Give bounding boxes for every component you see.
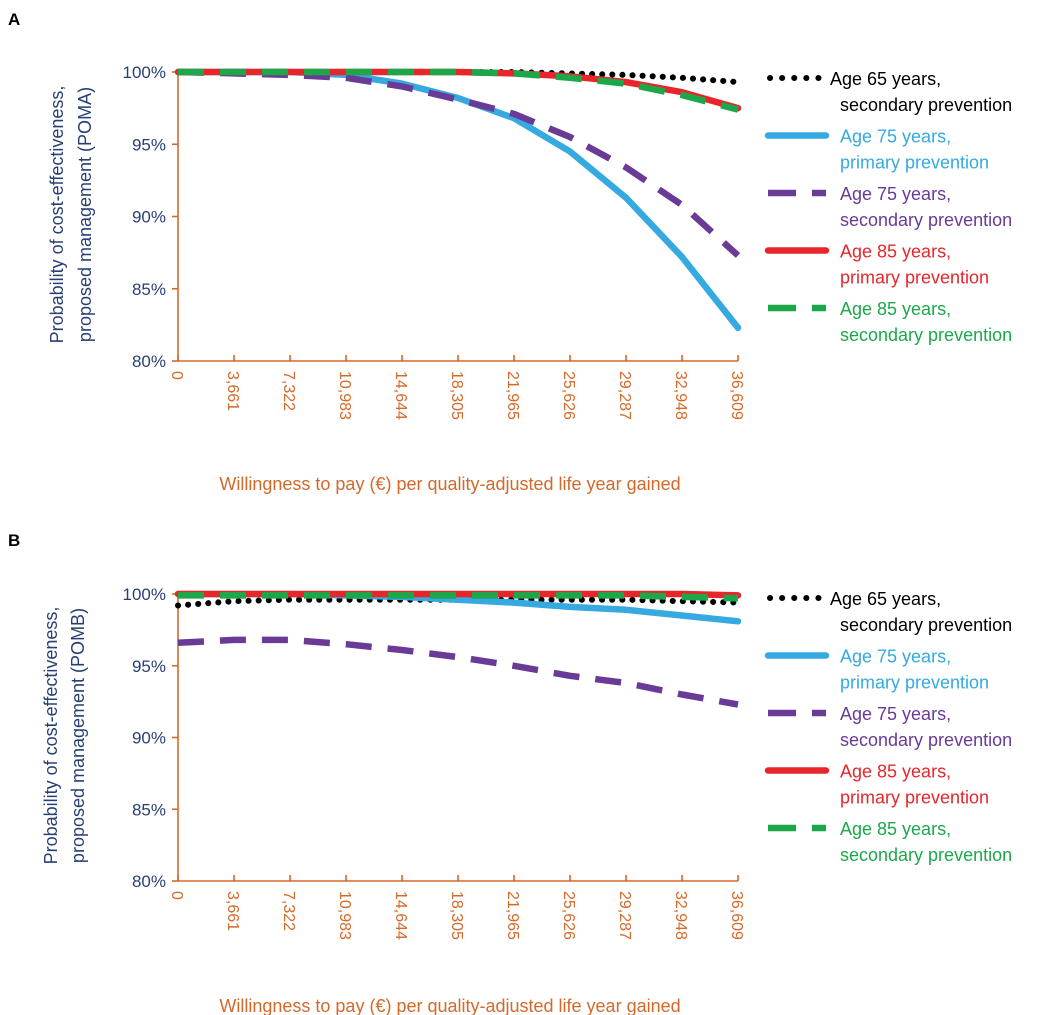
- x-tick-label: 3,661: [224, 371, 241, 411]
- legend-label: Age 65 years,: [830, 69, 941, 89]
- x-tick-label: 25,626: [560, 891, 577, 940]
- x-axis-title: Willingness to pay (€) per quality-adjus…: [219, 474, 680, 494]
- legend-label: Age 65 years,: [830, 589, 941, 609]
- panel-label: A: [8, 10, 20, 29]
- legend-label: Age 75 years,: [840, 127, 951, 147]
- y-tick-label: 80%: [132, 872, 166, 891]
- x-tick-label: 21,965: [504, 371, 521, 420]
- legend-label: secondary prevention: [840, 210, 1012, 230]
- x-tick-label: 32,948: [672, 891, 689, 940]
- x-tick-label: 32,948: [672, 371, 689, 420]
- legend-label: secondary prevention: [840, 615, 1012, 635]
- legend-label: Age 75 years,: [840, 184, 951, 204]
- x-tick-label: 0: [168, 891, 185, 900]
- legend-label: Age 75 years,: [840, 647, 951, 667]
- y-axis-title: Probability of cost-effectiveness,: [47, 86, 67, 344]
- x-tick-label: 18,305: [448, 891, 465, 940]
- legend-label: primary prevention: [840, 673, 989, 693]
- y-tick-label: 95%: [132, 657, 166, 676]
- legend-label: secondary prevention: [840, 95, 1012, 115]
- x-axis-title: Willingness to pay (€) per quality-adjus…: [219, 996, 680, 1015]
- y-tick-label: 90%: [132, 729, 166, 748]
- y-axis-title: proposed management (POMB): [68, 608, 88, 863]
- x-tick-label: 14,644: [392, 891, 409, 940]
- series-lines: [174, 590, 742, 708]
- panel-a: A 100% 95% 90% 85% 80%0 3,661 7,322 10,983 14,644…: [8, 10, 1012, 494]
- panel-label: B: [8, 531, 20, 550]
- legend-label: Age 85 years,: [840, 819, 951, 839]
- y-axis-title: Probability of cost-effectiveness,: [41, 607, 61, 865]
- x-tick-label: 25,626: [560, 371, 577, 420]
- series-lines: [174, 68, 742, 332]
- y-tick-label: 90%: [132, 208, 166, 227]
- legend-label: secondary prevention: [840, 325, 1012, 345]
- x-tick-label: 7,322: [280, 371, 297, 411]
- y-tick-label: 80%: [132, 352, 166, 371]
- x-tick-label: 10,983: [336, 891, 353, 940]
- y-tick-label: 100%: [123, 63, 166, 82]
- x-tick-label: 29,287: [616, 891, 633, 940]
- legend-label: primary prevention: [840, 153, 989, 173]
- legend-label: Age 85 years,: [840, 299, 951, 319]
- x-tick-label: 29,287: [616, 371, 633, 420]
- y-tick-label: 85%: [132, 800, 166, 819]
- legend: Age 65 years, secondary prevention Age 75 …: [764, 589, 1012, 865]
- y-tick-label: 85%: [132, 280, 166, 299]
- panel-b: B 100% 95% 90% 85% 80%0 3,661 7,322 10,983 14,644…: [8, 531, 1012, 1015]
- series-line-2: [174, 68, 742, 332]
- x-tick-label: 14,644: [392, 371, 409, 420]
- legend-label: secondary prevention: [840, 845, 1012, 865]
- x-tick-label: 36,609: [728, 891, 745, 940]
- y-tick-label: 95%: [132, 135, 166, 154]
- x-tick-label: 0: [168, 371, 185, 380]
- series-line-5: [178, 592, 739, 602]
- x-tick-label: 10,983: [336, 371, 353, 420]
- legend-label: primary prevention: [840, 268, 989, 288]
- y-tick-label: 100%: [123, 585, 166, 604]
- legend-label: Age 75 years,: [840, 704, 951, 724]
- y-axis-title: proposed management (POMA): [75, 87, 95, 342]
- legend-label: Age 85 years,: [840, 242, 951, 262]
- x-tick-label: 18,305: [448, 371, 465, 420]
- legend-label: primary prevention: [840, 788, 989, 808]
- x-tick-label: 3,661: [224, 891, 241, 931]
- x-tick-label: 7,322: [280, 891, 297, 931]
- series-line-5: [178, 68, 739, 113]
- legend: Age 65 years, secondary prevention Age 75 …: [764, 69, 1012, 345]
- x-tick-label: 36,609: [728, 371, 745, 420]
- legend-label: secondary prevention: [840, 730, 1012, 750]
- series-line-3: [177, 636, 739, 708]
- x-tick-label: 21,965: [504, 891, 521, 940]
- legend-label: Age 85 years,: [840, 762, 951, 782]
